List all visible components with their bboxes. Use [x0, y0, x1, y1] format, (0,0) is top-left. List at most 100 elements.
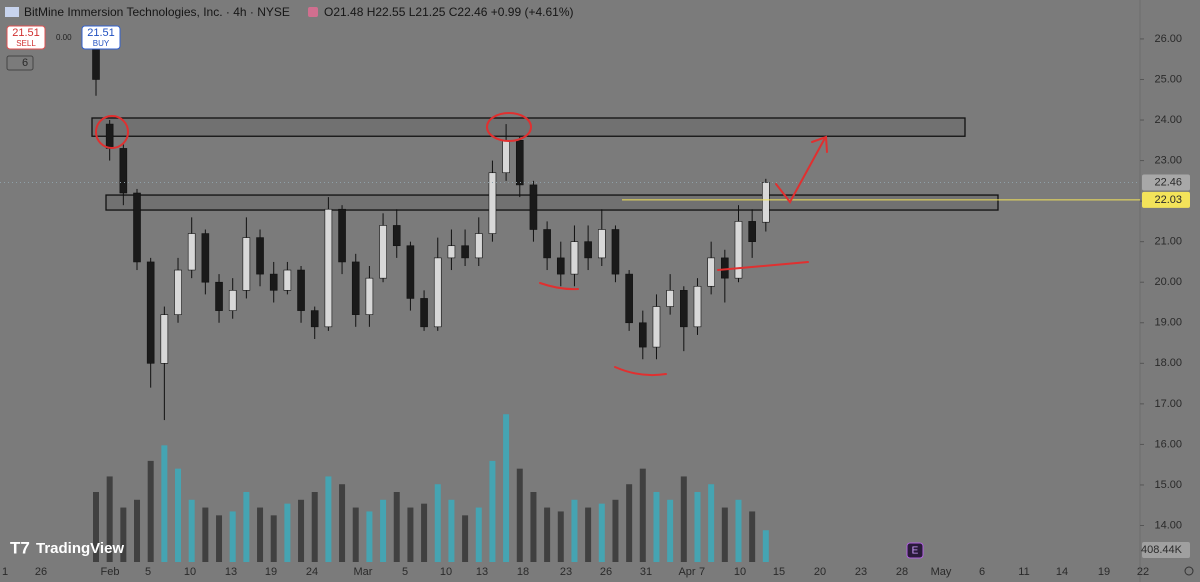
x-tick-label: Mar	[354, 566, 373, 578]
volume-bar	[530, 492, 537, 562]
buy-price: 21.51	[87, 27, 115, 39]
volume-bar	[612, 499, 619, 562]
candle-body	[297, 269, 305, 311]
x-tick-label: Apr	[678, 566, 695, 578]
annotations	[95, 112, 828, 377]
x-tick-label: 7	[699, 566, 705, 578]
volume-bar	[708, 484, 715, 562]
candle-body	[133, 192, 141, 263]
y-tick-label: 17.00	[1154, 398, 1182, 410]
indicator-count: 6	[22, 57, 28, 69]
candle-body	[283, 269, 292, 291]
x-tick-label: 11	[1018, 566, 1029, 578]
x-tick-label: 15	[773, 566, 785, 578]
x-tick-label: 22	[1137, 566, 1149, 578]
price-tag-label: 22.03	[1154, 194, 1182, 206]
volume-bar	[489, 460, 496, 562]
candle-body	[515, 139, 524, 186]
candle-body	[119, 148, 128, 194]
volume-bar	[503, 414, 510, 562]
candle-body	[584, 241, 592, 259]
x-tick-label: 5	[402, 566, 408, 578]
candle-body	[543, 229, 551, 259]
candle-body	[420, 298, 428, 328]
candle-body	[433, 257, 442, 328]
x-tick-label: May	[931, 566, 952, 578]
volume-bar	[298, 499, 305, 562]
volume-bar	[257, 507, 264, 562]
y-tick-label: 14.00	[1154, 519, 1182, 531]
earnings-label: E	[912, 546, 919, 557]
sell-button[interactable]	[6, 25, 46, 50]
x-tick-label: 26	[35, 566, 47, 578]
volume-bar	[202, 507, 209, 562]
candle-body	[338, 208, 346, 263]
volume-bar	[147, 460, 154, 562]
price-tag-label: 22.46	[1154, 176, 1182, 188]
volume-bar	[694, 492, 701, 562]
volume-bar	[270, 515, 277, 562]
candle-body	[762, 182, 770, 223]
candle-body	[160, 314, 169, 364]
candle-body	[611, 229, 620, 275]
volume-bar	[544, 507, 551, 562]
buy-label: BUY	[93, 39, 110, 48]
x-tick-label: 10	[734, 566, 746, 578]
y-tick-label: 26.00	[1154, 33, 1182, 45]
status-icon	[308, 7, 318, 17]
volume-bar	[120, 507, 127, 562]
candle-body	[310, 310, 319, 328]
candle-body	[680, 290, 688, 328]
volume-bar	[134, 499, 141, 562]
buy-button[interactable]	[81, 25, 121, 50]
candle-body	[215, 281, 223, 311]
x-tick-label: 6	[979, 566, 985, 578]
y-tick-label: 23.00	[1154, 154, 1182, 166]
x-tick-label: 28	[896, 566, 908, 578]
y-tick-label: 21.00	[1154, 236, 1182, 248]
volume-bar	[243, 492, 250, 562]
volume-bar	[557, 511, 564, 562]
spread: 0.00	[56, 33, 72, 42]
settings-icon[interactable]	[1184, 566, 1194, 576]
earnings-icon[interactable]	[906, 542, 924, 559]
candle-body	[242, 237, 251, 291]
candle-body	[269, 273, 278, 291]
volume-bar	[475, 507, 482, 562]
volume-bar	[516, 468, 523, 562]
candle-body	[652, 306, 661, 348]
candle-body	[365, 277, 374, 315]
volume-bar	[421, 503, 428, 562]
candle-body	[734, 221, 743, 279]
candle-body	[324, 208, 333, 328]
volume-bar	[749, 511, 756, 562]
x-tick-label: 19	[1098, 566, 1110, 578]
x-tick-label: 13	[476, 566, 488, 578]
y-tick-label: 25.00	[1154, 73, 1182, 85]
candle-body	[570, 241, 579, 275]
candle-body	[447, 245, 456, 259]
x-tick-label: 13	[225, 566, 237, 578]
volume-bar	[229, 511, 236, 562]
y-tick-label: 16.00	[1154, 438, 1182, 450]
logo-mark: T7	[10, 538, 30, 557]
indicator-toggle[interactable]	[6, 55, 34, 71]
candle-body	[638, 322, 647, 348]
volume-bar	[434, 484, 441, 562]
sell-label: SELL	[16, 39, 36, 48]
volume-bar	[284, 503, 291, 562]
x-tick-label: 10	[440, 566, 452, 578]
candle-body	[666, 290, 674, 307]
candle-body	[256, 237, 264, 275]
price-tag	[1142, 191, 1190, 208]
volume-bar	[380, 499, 387, 562]
candle-body	[379, 225, 387, 279]
volume-bar	[626, 484, 633, 562]
volume-bar	[462, 515, 469, 562]
zone-box	[91, 117, 966, 137]
volume-bar	[407, 507, 414, 562]
volume-bar	[585, 507, 592, 562]
x-tick-label: 31	[640, 566, 652, 578]
